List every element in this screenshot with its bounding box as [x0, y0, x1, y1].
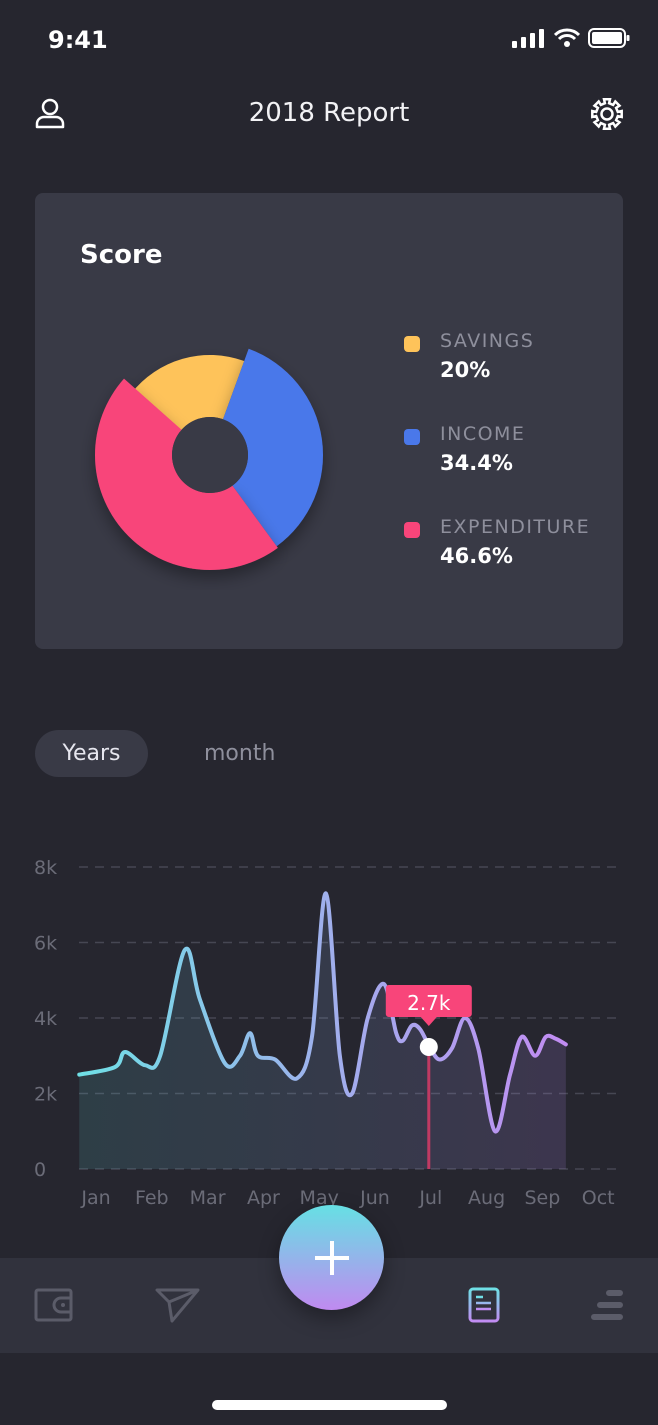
y-tick-label: 0 — [34, 1159, 46, 1181]
legend-value: 46.6% — [440, 544, 513, 568]
legend-label: EXPENDITURE — [440, 516, 591, 538]
x-tick-label: Aug — [468, 1187, 505, 1209]
gear-icon[interactable] — [589, 96, 625, 132]
x-tick-label: Jun — [359, 1187, 390, 1209]
y-tick-label: 8k — [34, 857, 57, 879]
tooltip-bubble — [385, 985, 472, 1026]
tooltip-label: 2.7k — [407, 991, 451, 1015]
expenditure-swatch — [404, 522, 420, 538]
expenditure-slice — [94, 378, 278, 570]
x-tick-label: Oct — [582, 1187, 615, 1209]
x-tick-label: May — [300, 1187, 339, 1209]
add-icon — [314, 1240, 349, 1275]
tab-years[interactable]: Years — [35, 730, 148, 777]
menu-icon[interactable] — [590, 1288, 626, 1322]
send-icon[interactable] — [155, 1287, 201, 1323]
battery-icon — [588, 28, 630, 48]
x-tick-label: Feb — [135, 1187, 169, 1209]
donut-hole — [172, 417, 248, 493]
line-chart[interactable]: 0 2k 4k 6k 8k Jan Feb Mar Apr May Jun Jul Aug Sep Oct 2… — [0, 840, 658, 1220]
wallet-icon[interactable] — [34, 1288, 74, 1322]
user-icon[interactable] — [34, 97, 66, 129]
tooltip-marker[interactable] — [419, 1038, 438, 1056]
legend-label: SAVINGS — [440, 330, 535, 352]
legend-value: 34.4% — [440, 451, 513, 475]
x-tick-label: Jan — [80, 1187, 110, 1209]
add-button[interactable] — [279, 1205, 384, 1310]
legend-value: 20% — [440, 358, 491, 382]
y-tick-label: 6k — [34, 933, 57, 955]
x-tick-label: Apr — [247, 1187, 280, 1209]
status-icons — [512, 28, 630, 48]
wifi-icon — [554, 28, 580, 47]
score-title: Score — [80, 240, 163, 270]
page-title: 2018 Report — [248, 98, 410, 128]
donut-chart — [94, 348, 323, 570]
x-tick-label: Sep — [524, 1187, 560, 1209]
y-tick-label: 4k — [34, 1008, 57, 1030]
savings-swatch — [404, 336, 420, 352]
tab-month[interactable]: month — [204, 741, 276, 766]
series-line — [77, 891, 568, 1134]
income-swatch — [404, 429, 420, 445]
y-tick-label: 2k — [34, 1084, 57, 1106]
signal-icon — [512, 29, 544, 48]
area-fill — [79, 893, 566, 1169]
x-tick-label: Jul — [418, 1187, 442, 1209]
x-tick-label: Mar — [190, 1187, 226, 1209]
report-icon[interactable] — [468, 1287, 502, 1323]
income-slice — [223, 348, 323, 547]
legend-label: INCOME — [440, 423, 526, 445]
home-indicator — [212, 1400, 447, 1410]
status-time: 9:41 — [48, 26, 108, 54]
